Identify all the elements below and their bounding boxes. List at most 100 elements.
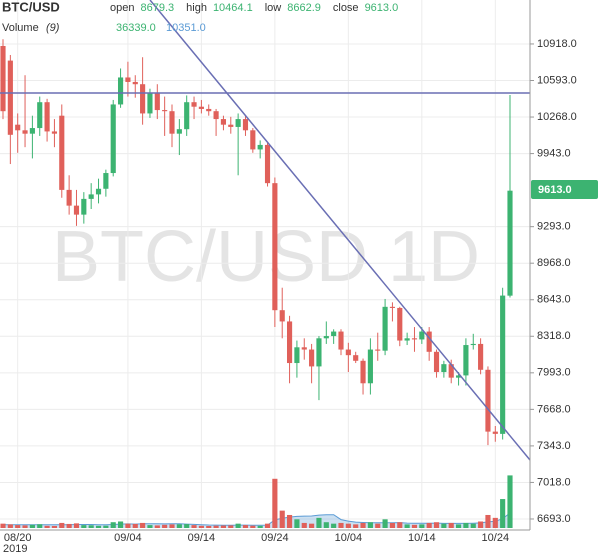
candle-body <box>382 306 388 351</box>
field-name: low <box>265 2 282 14</box>
candle-body <box>331 331 337 337</box>
candle-body <box>353 355 359 361</box>
volume-value: 36339.0 <box>116 22 156 34</box>
candle-body <box>73 205 80 215</box>
volume-period: (9) <box>46 22 60 34</box>
volume-bar <box>162 524 168 528</box>
candle-body <box>301 347 307 350</box>
candle-body <box>22 130 28 134</box>
y-tick-label: 10918.0 <box>537 38 577 50</box>
candle-body <box>345 349 351 356</box>
volume-bar <box>242 525 249 528</box>
volume-bar <box>338 522 344 528</box>
volume-bar <box>367 522 373 528</box>
candle-body <box>117 77 124 105</box>
candle-body <box>455 375 462 378</box>
y-tick-label: 8318.0 <box>537 330 571 342</box>
candle-body <box>338 331 344 350</box>
volume-bar <box>433 522 440 528</box>
candle-body <box>7 60 13 135</box>
volume-bar <box>345 523 351 528</box>
candle-body <box>294 347 300 364</box>
candle-body <box>88 194 94 199</box>
candle-body <box>110 104 116 174</box>
candle-body <box>448 364 454 378</box>
candle-body <box>213 111 219 120</box>
candle-body <box>250 130 256 150</box>
volume-bar <box>485 514 491 528</box>
y-tick-label: 7343.0 <box>537 440 571 452</box>
volume-bar <box>470 523 476 528</box>
volume-bar <box>125 523 131 528</box>
candle-body <box>169 111 175 134</box>
volume-bar <box>448 522 454 528</box>
volume-bar <box>44 525 50 528</box>
candle-body <box>286 321 293 364</box>
candle-body <box>404 338 410 341</box>
volume-bar <box>397 522 403 528</box>
candle-body <box>132 81 138 85</box>
candle-body <box>419 331 425 340</box>
volume-ma-value: 10351.0 <box>166 22 206 34</box>
candle-body <box>206 108 212 112</box>
volume-bar <box>154 525 160 528</box>
y-tick-label: 6693.0 <box>537 513 571 525</box>
volume-bar <box>323 522 329 528</box>
y-tick-label: 10593.0 <box>537 74 577 86</box>
volume-bar <box>206 525 212 528</box>
volume-bar <box>169 524 175 528</box>
volume-bar <box>419 524 425 528</box>
candle-body <box>59 115 65 190</box>
volume-bar <box>51 525 58 528</box>
volume-name: Volume <box>2 22 39 34</box>
volume-bar <box>360 522 366 528</box>
candle-body <box>367 349 373 384</box>
x-tick-label: 08/20 <box>4 532 32 544</box>
volume-bar <box>147 525 153 528</box>
candle-body <box>81 198 87 215</box>
candle-body <box>309 349 315 367</box>
volume-bar <box>198 525 204 528</box>
candle-body <box>191 102 197 107</box>
volume-bar <box>463 522 469 528</box>
volume-bar <box>103 525 109 528</box>
candle-body <box>228 124 234 127</box>
volume-bar <box>272 478 278 528</box>
y-tick-label: 7018.0 <box>537 476 571 488</box>
volume-bar <box>492 517 498 528</box>
candle-body <box>103 173 109 189</box>
volume-bar <box>264 523 271 528</box>
candle-body <box>272 183 278 311</box>
candle-body <box>433 351 440 373</box>
field-value: 10464.1 <box>213 2 253 14</box>
candle-body <box>375 349 381 351</box>
volume-bar <box>286 514 293 528</box>
candle-body <box>176 129 182 134</box>
candle-body <box>500 295 506 434</box>
volume-bar <box>110 522 116 528</box>
candle-body <box>125 77 131 82</box>
volume-bar <box>37 524 43 528</box>
volume-bar <box>66 523 72 528</box>
volume-bar <box>331 523 337 528</box>
x-tick-label: 09/24 <box>261 532 289 544</box>
x-tick-label: 10/14 <box>408 532 436 544</box>
volume-bar <box>250 525 256 528</box>
candle-body <box>242 119 249 131</box>
x-tick-label: 10/24 <box>482 532 510 544</box>
candle-body <box>257 144 263 150</box>
candle-body <box>15 124 21 131</box>
volume-bar <box>404 524 410 528</box>
trend-line <box>149 0 531 461</box>
candle-body <box>463 345 469 376</box>
volume-bar <box>176 524 182 528</box>
volume-bar <box>294 519 300 528</box>
candle-body <box>51 131 58 134</box>
candle-body <box>411 338 418 340</box>
volume-bar <box>375 523 381 528</box>
x-tick-label: 09/04 <box>114 532 142 544</box>
volume-bar <box>191 525 197 528</box>
volume-bar <box>500 499 506 528</box>
candle-body <box>37 102 43 129</box>
